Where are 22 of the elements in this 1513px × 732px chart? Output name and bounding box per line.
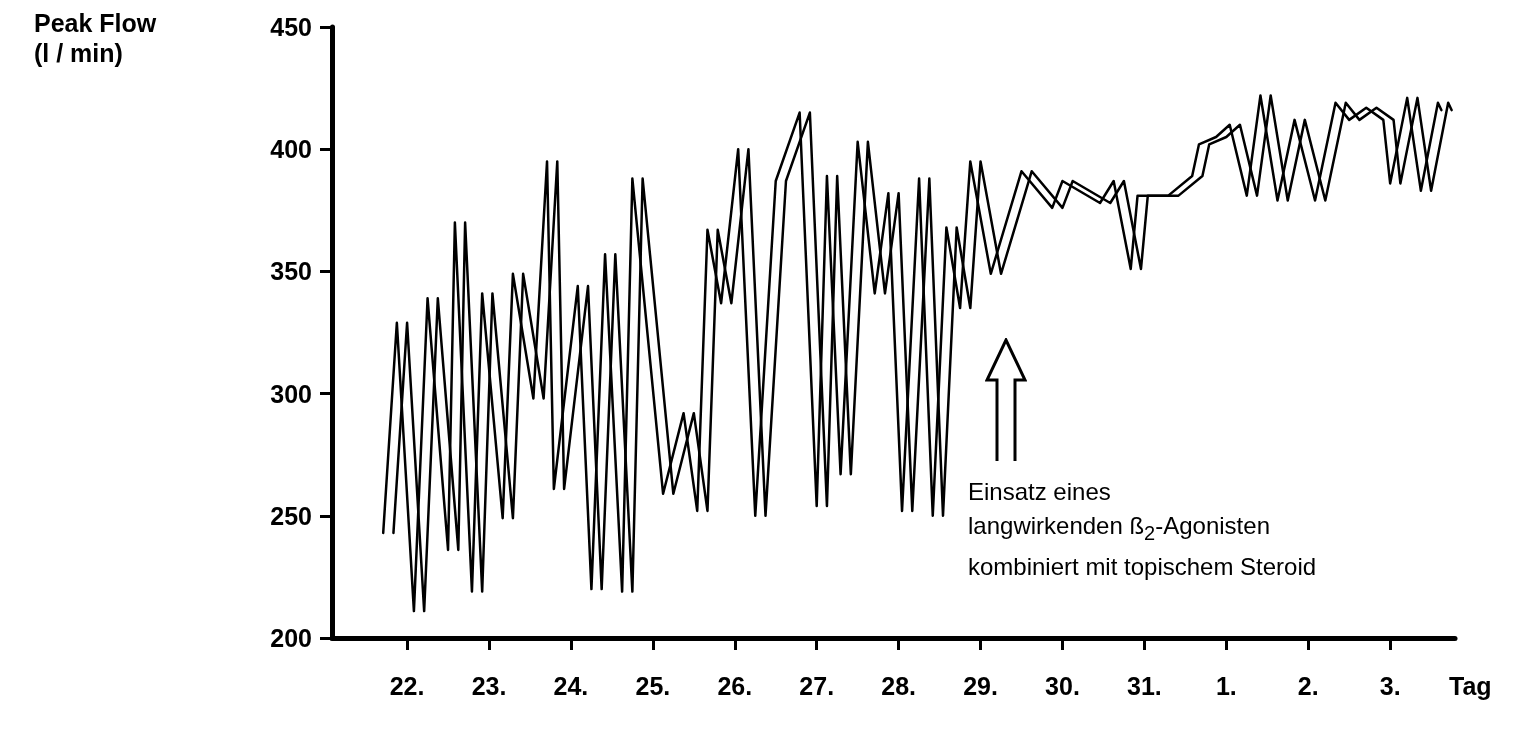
y-axis-title: Peak Flow (l / min) [34,8,157,68]
x-tick-label: 28. [881,671,916,700]
x-tick-label: 31. [1127,671,1162,700]
y-tick-label: 200 [270,624,312,652]
x-tick-label: 29. [963,671,998,700]
x-tick-label: 22. [389,671,425,700]
x-tick-label: 30. [1045,671,1080,700]
x-tick-label: 24. [553,671,589,700]
annotation: Einsatz eines langwirkenden ß$_{2}$-Agonisten kombiniert mit topischem Steroid [968,477,1317,582]
x-tick-label: 2. [1297,671,1319,700]
x-tick-label: 27. [799,671,835,700]
x-tick-label: 25. [635,671,671,700]
y-tick-label: 400 [270,135,312,164]
x-tick-label: 3. [1379,671,1401,700]
x-tick-label: 1. [1215,671,1237,700]
x-tick-label: 26. [717,671,753,700]
y-tick-label: 450 [270,13,312,41]
y-tick-label: 300 [270,379,312,408]
y-tick-label: 350 [270,257,312,286]
x-tick-label: 23. [471,671,507,700]
y-tick-label: 250 [270,501,312,530]
x-axis-title: Tag [1449,671,1492,700]
